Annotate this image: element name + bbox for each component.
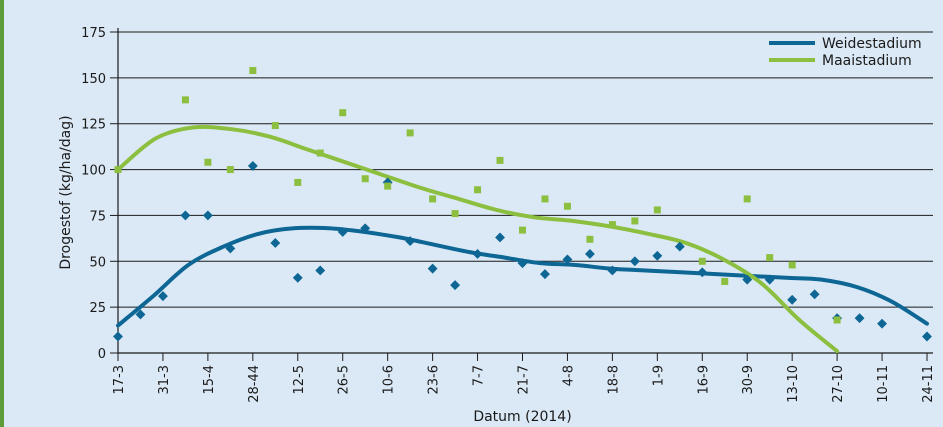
- point-maaistadium-3: [181, 96, 189, 104]
- point-maaistadium-13: [406, 129, 414, 137]
- y-tick-label-175: 175: [81, 26, 106, 41]
- point-weidestadium-17: [495, 232, 505, 243]
- point-maaistadium-5: [226, 166, 234, 174]
- x-tick-label-13-10: 13-10: [786, 365, 801, 403]
- legend-label-maaistadium: Maaistadium: [822, 53, 912, 69]
- point-maaistadium-19: [541, 195, 549, 203]
- axes: 0 25 50 75 100 125 150 175 17-3 31-3 15-4 28-44 12-5…: [81, 26, 936, 403]
- point-weidestadium-30: [787, 294, 798, 305]
- point-maaistadium-11: [361, 175, 369, 183]
- point-weidestadium-23: [629, 256, 640, 267]
- point-maaistadium-18: [519, 226, 526, 234]
- point-maaistadium-9: [316, 149, 324, 157]
- point-maaistadium-27: [721, 277, 729, 285]
- x-tick-label-17-3: 17-3: [112, 365, 127, 395]
- point-maaistadium-20: [563, 202, 571, 210]
- x-tick-label-10-6: 10-6: [382, 365, 397, 395]
- data-points: [113, 67, 932, 342]
- point-weidestadium-4: [202, 210, 213, 221]
- y-tick-label-25: 25: [89, 301, 106, 316]
- y-tick-label-50: 50: [89, 255, 106, 270]
- x-tick-label-26-5: 26-5: [337, 365, 352, 395]
- x-tick-label-23-6: 23-6: [427, 365, 442, 395]
- point-weidestadium-25: [674, 241, 685, 252]
- point-weidestadium-22: [607, 265, 618, 276]
- point-maaistadium-21: [586, 235, 594, 243]
- point-weidestadium-7: [270, 237, 281, 248]
- point-weidestadium-13: [405, 236, 416, 247]
- point-maaistadium-24: [653, 206, 661, 214]
- point-maaistadium-29: [766, 254, 774, 262]
- point-maaistadium-23: [631, 217, 639, 225]
- point-maaistadium-0: [114, 166, 122, 174]
- point-weidestadium-29: [764, 274, 775, 285]
- x-tick-label-4-8: 4-8: [561, 365, 576, 386]
- point-maaistadium-15: [451, 210, 459, 218]
- x-tick-label-10-11: 10-11: [876, 365, 891, 403]
- point-maaistadium-26: [698, 257, 706, 265]
- point-maaistadium-4: [204, 158, 212, 166]
- point-maaistadium-30: [788, 261, 796, 269]
- point-weidestadium-3: [180, 210, 191, 221]
- point-weidestadium-10: [337, 226, 348, 237]
- point-weidestadium-34: [877, 318, 888, 329]
- point-weidestadium-28: [742, 274, 753, 285]
- y-axis-title: Drogestof (kg/ha/dag): [58, 115, 74, 269]
- x-tick-label-30-9: 30-9: [741, 365, 756, 395]
- x-tick-label-12-5: 12-5: [292, 365, 307, 395]
- y-tick-label-125: 125: [81, 118, 106, 133]
- x-tick-label-7-7: 7-7: [472, 365, 487, 386]
- point-weidestadium-21: [584, 248, 595, 259]
- x-tick-label-21-7: 21-7: [517, 365, 532, 395]
- point-weidestadium-15: [450, 280, 461, 291]
- point-weidestadium-8: [292, 272, 303, 283]
- point-weidestadium-36: [922, 331, 932, 342]
- point-weidestadium-6: [247, 160, 258, 171]
- x-tick-label-27-10: 27-10: [831, 365, 846, 403]
- legend-label-weidestadium: Weidestadium: [822, 36, 922, 52]
- x-tick-label-31-3: 31-3: [157, 365, 172, 395]
- point-weidestadium-16: [472, 248, 483, 259]
- point-maaistadium-16: [474, 186, 482, 194]
- y-tick-label-100: 100: [81, 164, 106, 179]
- legend: Weidestadium Maaistadium: [769, 36, 922, 69]
- point-weidestadium-14: [427, 263, 438, 274]
- x-tick-label-15-4: 15-4: [202, 365, 217, 395]
- point-weidestadium-1: [135, 309, 146, 320]
- x-tick-label-16-9: 16-9: [696, 365, 711, 395]
- point-weidestadium-5: [225, 243, 236, 254]
- point-maaistadium-32: [833, 316, 841, 324]
- x-axis-title: Datum (2014): [473, 409, 571, 425]
- x-tick-label-18-8: 18-8: [606, 365, 621, 395]
- point-weidestadium-26: [697, 267, 708, 278]
- point-maaistadium-14: [429, 195, 437, 203]
- point-maaistadium-12: [384, 182, 392, 190]
- x-tick-label-1-9: 1-9: [651, 365, 666, 386]
- y-tick-label-75: 75: [89, 209, 106, 224]
- point-maaistadium-8: [294, 178, 302, 186]
- point-maaistadium-22: [608, 221, 616, 229]
- point-weidestadium-18: [517, 258, 528, 269]
- x-tick-label-28-44: 28-44: [247, 365, 262, 403]
- point-weidestadium-33: [854, 313, 865, 324]
- point-maaistadium-6: [249, 67, 257, 75]
- y-tick-label-0: 0: [98, 347, 106, 362]
- point-weidestadium-24: [652, 250, 663, 261]
- point-maaistadium-10: [339, 109, 347, 117]
- point-maaistadium-17: [496, 156, 504, 164]
- point-weidestadium-19: [540, 269, 550, 280]
- left-accent-bar: [0, 0, 4, 427]
- x-tick-label-24-11: 24-11: [921, 365, 936, 403]
- y-tick-label-150: 150: [81, 72, 106, 87]
- point-weidestadium-11: [360, 223, 371, 234]
- point-weidestadium-9: [315, 265, 326, 276]
- point-weidestadium-2: [157, 291, 168, 302]
- trendline-maaistadium: [116, 124, 840, 354]
- point-weidestadium-31: [809, 289, 820, 300]
- point-maaistadium-7: [271, 122, 279, 130]
- point-maaistadium-28: [743, 195, 751, 203]
